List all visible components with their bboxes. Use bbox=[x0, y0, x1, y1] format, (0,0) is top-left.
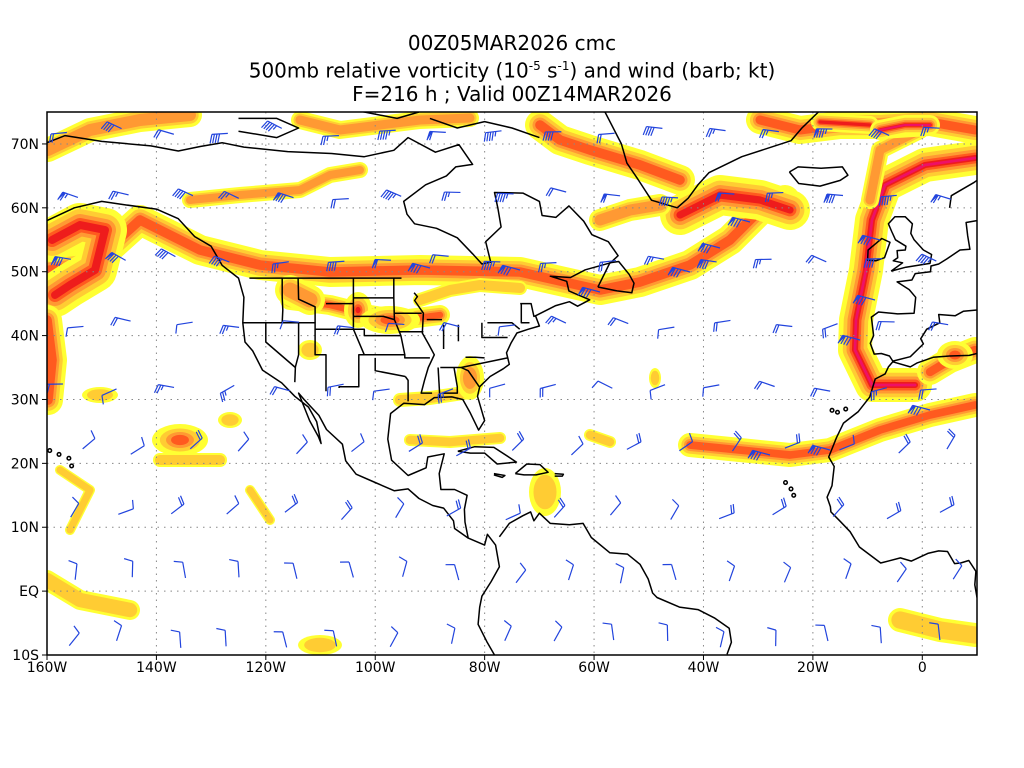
lon-label: 160W bbox=[27, 660, 68, 676]
wind-barbs bbox=[47, 120, 963, 648]
lat-label: 60N bbox=[11, 201, 39, 217]
lat-label: 50N bbox=[11, 265, 39, 281]
lat-label: 10N bbox=[11, 520, 39, 536]
lon-label: 120W bbox=[246, 660, 287, 676]
lat-label: 30N bbox=[11, 392, 39, 408]
lon-label: 80W bbox=[469, 660, 501, 676]
latitude-labels: 70N 60N 50N 40N 30N 20N 10N EQ 10S bbox=[11, 137, 47, 664]
lat-label: 10S bbox=[12, 648, 39, 664]
title-valid: F=216 h ; Valid 00Z14MAR2026 bbox=[352, 81, 672, 106]
lat-label: 20N bbox=[11, 456, 39, 472]
plot-frame bbox=[46, 111, 978, 656]
lon-label: 40W bbox=[688, 660, 720, 676]
lat-label: 40N bbox=[11, 329, 39, 345]
lon-label: 100W bbox=[355, 660, 396, 676]
lat-label: EQ bbox=[19, 584, 39, 600]
lon-label: 140W bbox=[136, 660, 177, 676]
lon-label: 60W bbox=[578, 660, 610, 676]
lon-label: 20W bbox=[797, 660, 829, 676]
map-title: 00Z05MAR2026 cmc 500mb relative vorticit… bbox=[0, 32, 1024, 106]
title-run: 00Z05MAR2026 cmc bbox=[407, 31, 617, 55]
title-field: 500mb relative vorticity (10-5 s-1) and … bbox=[248, 58, 776, 83]
lat-lon-grid bbox=[47, 112, 977, 655]
lon-label: 0 bbox=[918, 660, 927, 676]
longitude-labels: 160W 140W 120W 100W 80W 60W 40W 20W 0 bbox=[27, 655, 927, 676]
lat-label: 70N bbox=[11, 137, 39, 153]
coastlines bbox=[47, 112, 977, 655]
